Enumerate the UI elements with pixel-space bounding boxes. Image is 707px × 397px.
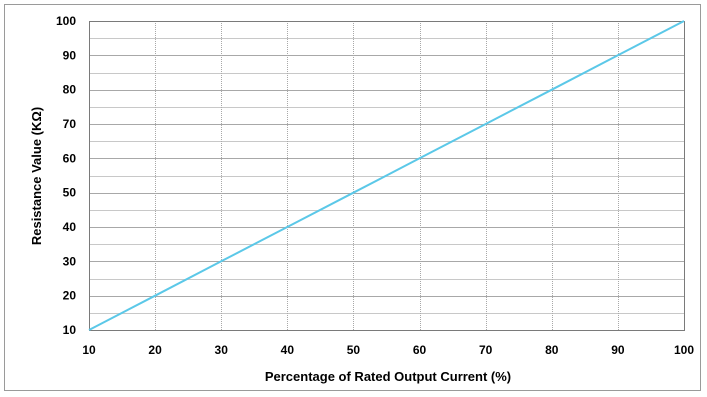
y-tick-label: 100 xyxy=(56,14,76,28)
chart-frame xyxy=(4,4,701,391)
y-tick-label: 40 xyxy=(63,220,77,234)
y-tick-label: 70 xyxy=(63,117,77,131)
x-tick-label: 70 xyxy=(479,343,493,357)
series-group xyxy=(88,20,685,331)
y-tick-label: 20 xyxy=(63,289,77,303)
plot-border xyxy=(89,21,685,331)
y-tick-label: 10 xyxy=(63,323,77,337)
x-tick-label: 90 xyxy=(611,343,625,357)
y-tick-label: 50 xyxy=(63,186,77,200)
y-tick-label: 80 xyxy=(63,83,77,97)
x-tick-label: 50 xyxy=(347,343,361,357)
y-tick-label: 60 xyxy=(63,151,77,165)
y-axis-title: Resistance Value (KΩ) xyxy=(29,107,44,245)
x-tick-labels: 10 20 30 40 50 60 70 80 90 100 xyxy=(82,343,694,357)
y-tick-label: 30 xyxy=(63,254,77,268)
x-tick-label: 20 xyxy=(148,343,162,357)
x-tick-label: 100 xyxy=(674,343,694,357)
x-tick-label: 30 xyxy=(215,343,229,357)
x-axis-title: Percentage of Rated Output Current (%) xyxy=(265,369,511,384)
x-tick-label: 80 xyxy=(545,343,559,357)
y-tick-label: 90 xyxy=(63,48,77,62)
series-line xyxy=(88,20,685,331)
y-tick-labels: 10 20 30 40 50 60 70 80 90 100 xyxy=(56,14,76,337)
x-tick-label: 60 xyxy=(413,343,427,357)
x-tick-label: 10 xyxy=(82,343,96,357)
x-tick-label: 40 xyxy=(281,343,295,357)
plot-area-border xyxy=(89,21,685,331)
